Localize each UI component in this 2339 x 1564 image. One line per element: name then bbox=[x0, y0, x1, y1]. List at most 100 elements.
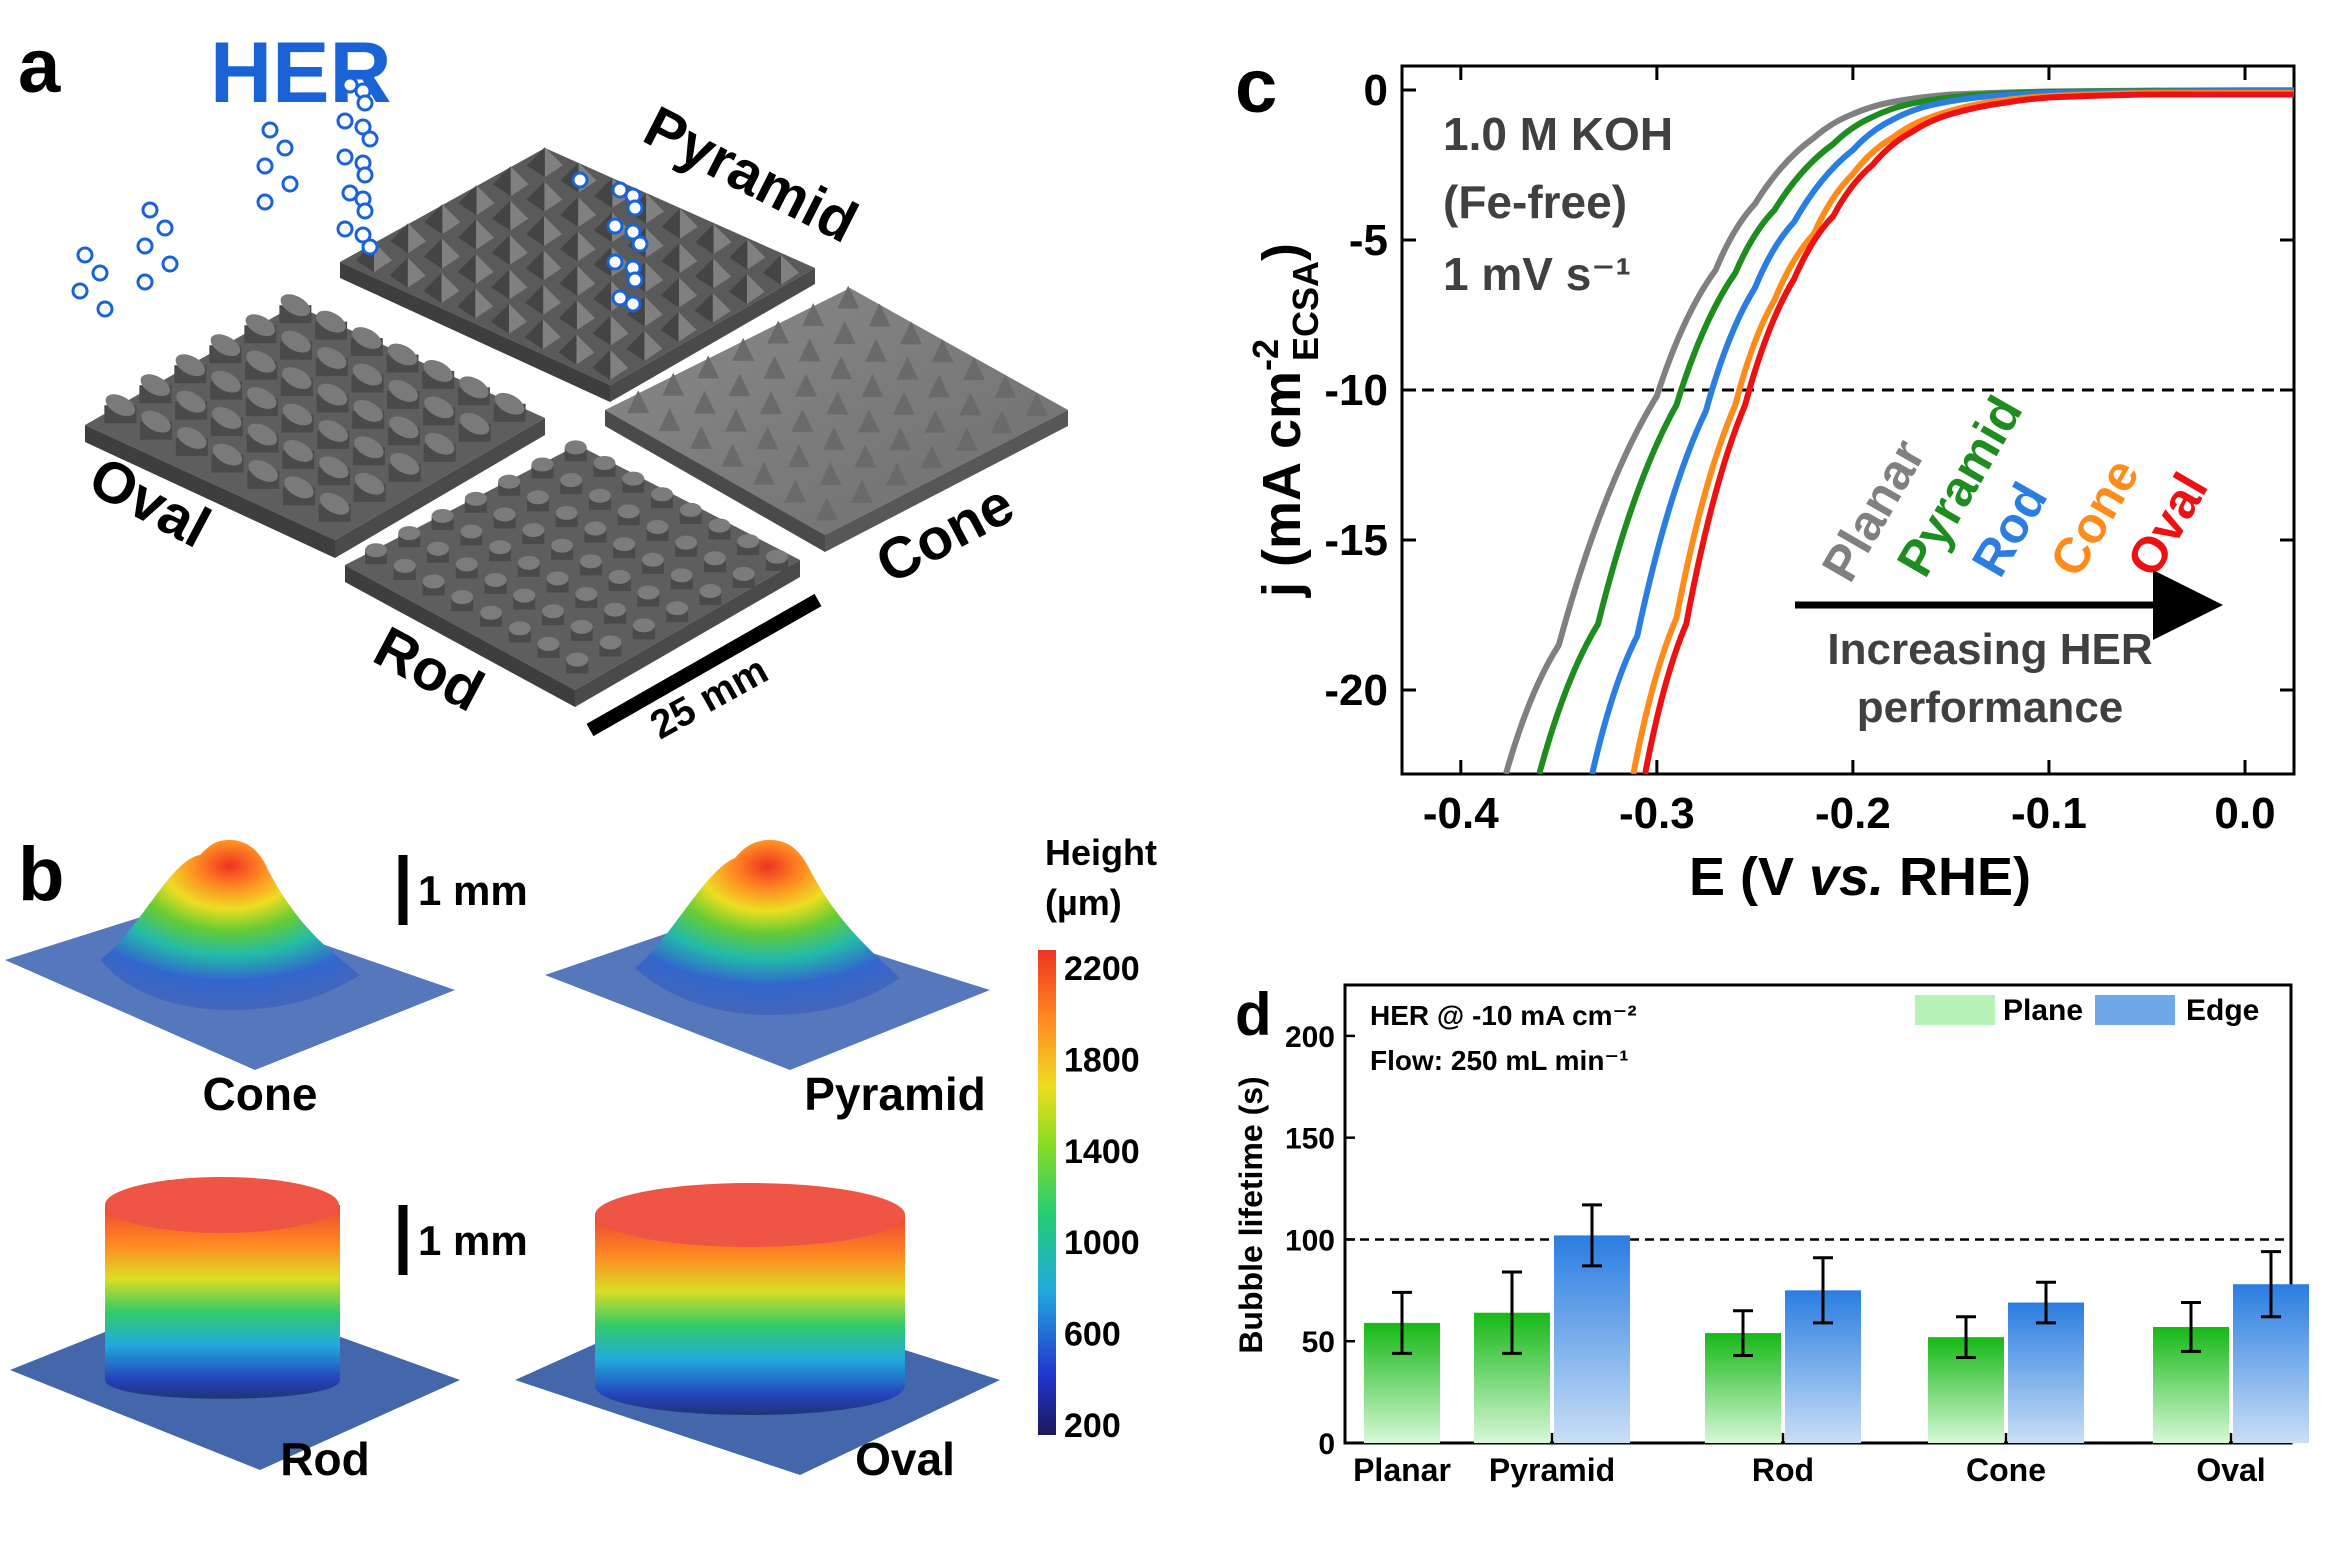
pyramid-facet-dark bbox=[525, 215, 544, 246]
pyramid-facet-dark bbox=[560, 196, 579, 227]
bubble bbox=[281, 175, 299, 193]
cone-spike bbox=[767, 320, 790, 344]
rod-pillar-top bbox=[599, 635, 622, 650]
bubble bbox=[606, 217, 624, 235]
rod-pillar-top bbox=[522, 523, 545, 538]
pyramid-facet-light bbox=[373, 242, 392, 273]
oval-pillar-top bbox=[459, 412, 490, 435]
cone-spike bbox=[900, 321, 923, 345]
cone-spike bbox=[802, 303, 825, 327]
bubble bbox=[356, 166, 374, 184]
rod-pillar-top bbox=[484, 572, 507, 587]
bubble bbox=[336, 148, 354, 166]
oval-pillar-top bbox=[389, 416, 419, 439]
bubble bbox=[631, 235, 649, 253]
panel-c-label: c bbox=[1235, 44, 1277, 129]
oval-pillar-top bbox=[212, 443, 243, 466]
cone-spike bbox=[728, 373, 751, 397]
bubble bbox=[626, 271, 644, 289]
oval-pillar-top bbox=[175, 354, 206, 377]
bubble bbox=[136, 273, 154, 291]
pyramid-facet-dark bbox=[457, 253, 476, 284]
pyramid-facet-light bbox=[508, 303, 527, 334]
oval-pillar-top bbox=[494, 392, 525, 415]
pyramid-facet-light bbox=[644, 330, 663, 361]
chart-d-xtick-label: Cone bbox=[1966, 1452, 2046, 1488]
oval-pillar-top bbox=[423, 359, 453, 382]
pyramid-facet-dark bbox=[526, 181, 545, 212]
oval-pillar-top bbox=[389, 452, 420, 475]
pyramid-facet-light bbox=[544, 147, 563, 178]
cone-spike bbox=[627, 390, 650, 414]
bubble bbox=[571, 171, 589, 189]
cone-spike bbox=[854, 444, 877, 468]
rod-pillar-top bbox=[531, 457, 554, 472]
rod-pillar-top bbox=[365, 543, 388, 558]
rod-pillar-top bbox=[422, 574, 445, 589]
rod-pillar-top bbox=[480, 605, 503, 620]
rod-pillar-top bbox=[431, 508, 454, 523]
pyramid-facet-light bbox=[576, 300, 595, 331]
cone-spike bbox=[889, 427, 912, 451]
pyramid-facet-dark bbox=[660, 311, 679, 342]
bubble bbox=[136, 237, 154, 255]
cone-spike bbox=[787, 444, 810, 468]
oval-pillar-top bbox=[177, 427, 207, 450]
pyramid-facet-light bbox=[577, 265, 596, 296]
bubble bbox=[361, 130, 379, 148]
legend-swatch-edge bbox=[2095, 995, 2175, 1025]
pyramid-facet-light bbox=[644, 296, 663, 327]
pyramid-facet-dark bbox=[492, 166, 511, 197]
colorbar-title-2: (µm) bbox=[1045, 882, 1122, 923]
topo-label-rod: Rod bbox=[280, 1433, 369, 1485]
bubble bbox=[96, 300, 114, 318]
rod-plate bbox=[345, 440, 800, 707]
rod-pillar-top bbox=[455, 557, 478, 572]
pyramid-facet-light bbox=[442, 204, 461, 235]
rod-pillar-top bbox=[498, 474, 521, 489]
rod-pillar-top bbox=[542, 604, 565, 619]
bubble bbox=[354, 118, 372, 136]
rod-pillar-top bbox=[650, 487, 673, 502]
cone-spike bbox=[732, 337, 755, 361]
pyramid-facet-dark bbox=[661, 208, 680, 239]
rod-pillar-top bbox=[537, 636, 560, 651]
oval-pillar-top bbox=[317, 347, 347, 370]
panel-c: c -0.4 -0.3 -0.2 -0.1 0.0 0 -5 -10 -15 -20 1.0 M … bbox=[1235, 44, 2296, 907]
cone-spike bbox=[833, 320, 856, 344]
oval-pillar-top bbox=[353, 399, 383, 422]
pyramid-facet-light bbox=[543, 215, 562, 246]
pyramid-facet-light bbox=[747, 239, 766, 270]
rod-pillar-top bbox=[699, 584, 722, 599]
cone-spike bbox=[819, 462, 842, 486]
cone-spike bbox=[791, 408, 814, 432]
rod-pillar-top bbox=[765, 549, 788, 564]
oval-pillar-top bbox=[282, 367, 312, 390]
pyramid-facet-dark bbox=[593, 246, 612, 277]
rod-pillar-top bbox=[737, 534, 760, 549]
rod-pillar-top bbox=[464, 491, 487, 506]
chart-c-xtick-label: -0.3 bbox=[1619, 789, 1695, 838]
legend-label-edge: Edge bbox=[2186, 994, 2259, 1027]
oval-pillar-top bbox=[354, 436, 384, 459]
pyramid-facet-dark bbox=[559, 231, 578, 262]
oval-pillar-top bbox=[282, 403, 313, 426]
rod-pillar-top bbox=[546, 571, 569, 586]
oval-pillar-top bbox=[248, 459, 278, 482]
rod-pillar-top bbox=[493, 507, 516, 522]
rod-pillar-top bbox=[604, 602, 627, 617]
legend-swatch-plane bbox=[1915, 995, 1995, 1025]
cone-spike bbox=[815, 497, 838, 521]
pyramid-facet-dark bbox=[390, 223, 409, 254]
chart-c-xtick-label: 0.0 bbox=[2214, 789, 2275, 838]
oval-pillar-top bbox=[424, 396, 454, 419]
bubble bbox=[626, 199, 644, 217]
cone-spike bbox=[927, 374, 950, 398]
colorbar-tick-label: 200 bbox=[1064, 1407, 1121, 1445]
pyramid-facet-dark bbox=[661, 243, 680, 274]
pyramid-facet-dark bbox=[458, 219, 477, 250]
pyramid-facet-light bbox=[781, 254, 800, 285]
rod-pillar-top bbox=[398, 526, 421, 541]
panel-a-label: a bbox=[18, 24, 61, 109]
bubble bbox=[261, 121, 279, 139]
